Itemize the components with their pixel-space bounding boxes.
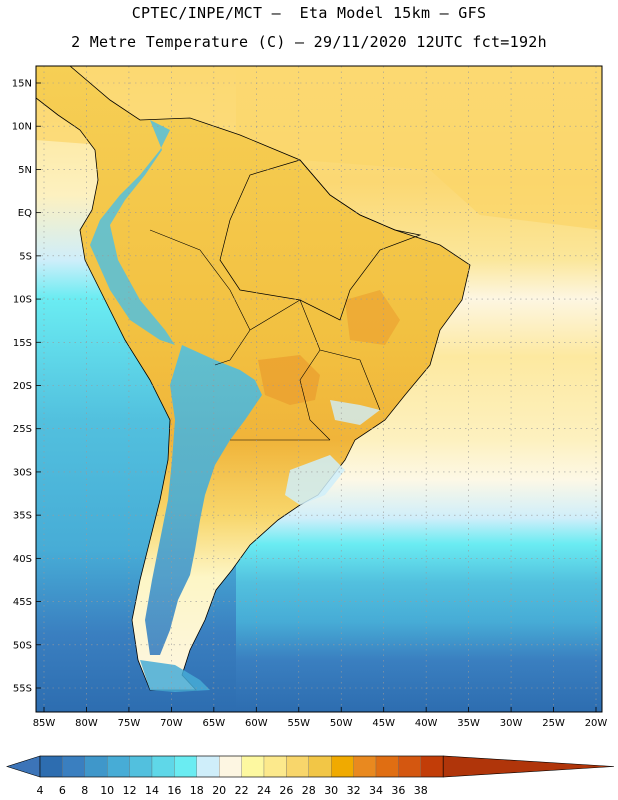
- colorbar-label: 4: [37, 784, 44, 797]
- lon-tick-label: 85W: [33, 718, 56, 729]
- tierra-del-fuego: [140, 660, 210, 692]
- longitude-labels: 85W 80W 75W 70W 65W 60W 55W 50W 45W 40W 35W 30W 25W 2…: [33, 707, 608, 729]
- colorbar-swatch: [331, 755, 354, 778]
- border-lines-2: [149, 229, 381, 441]
- lon-tick-label: 20W: [585, 718, 608, 729]
- colorbar-swatch: [62, 755, 85, 778]
- lon-tick-label: 30W: [500, 718, 523, 729]
- colorbar-label: 28: [302, 784, 316, 797]
- lon-tick-label: 65W: [203, 718, 226, 729]
- lon-tick-label: 80W: [75, 718, 98, 729]
- lat-tick-label: 35S: [13, 511, 32, 522]
- colorbar-label: 26: [279, 784, 293, 797]
- colorbar-label: 20: [212, 784, 226, 797]
- lon-tick-label: 60W: [245, 718, 268, 729]
- border-lines: [219, 159, 422, 321]
- colorbar-swatch: [263, 755, 287, 778]
- lon-tick-label: 40W: [415, 718, 438, 729]
- colorbar-under-arrow: [6, 755, 41, 778]
- colorbar-label: 12: [123, 784, 137, 797]
- colorbar-swatch: [420, 755, 444, 778]
- tropical-warm-band: [36, 66, 602, 230]
- cool-coastal-region: [285, 455, 345, 505]
- lat-tick-label: 45S: [13, 597, 32, 608]
- colorbar-swatch: [107, 755, 130, 778]
- colorbar-swatch: [129, 755, 153, 778]
- colorbar-frame: [39, 755, 444, 778]
- lat-tick-label: 15S: [13, 338, 32, 349]
- colorbar-label: 18: [190, 784, 204, 797]
- lon-tick-label: 75W: [118, 718, 141, 729]
- colorbar-over-arrow: [442, 755, 615, 778]
- colorbar-swatch: [196, 755, 220, 778]
- colorbar-label: 14: [145, 784, 159, 797]
- lon-tick-label: 45W: [372, 718, 395, 729]
- lon-tick-label: 35W: [457, 718, 480, 729]
- colorbar-label: 6: [59, 784, 66, 797]
- colorbar-label: 30: [324, 784, 338, 797]
- colorbar-swatch: [84, 755, 108, 778]
- latitude-labels: 15N 10N 5N EQ 5S 10S 15S 20S 25S 30S 35S 40S 45S 50S 5…: [12, 79, 41, 695]
- map-title-line1: CPTEC/INPE/MCT – Eta Model 15km – GFS: [131, 4, 487, 22]
- colorbar-swatch: [375, 755, 399, 778]
- warm-core-region-2: [345, 290, 400, 345]
- lat-tick-label: 50S: [13, 640, 32, 651]
- colorbar-label: 8: [81, 784, 88, 797]
- lon-tick-label: 70W: [160, 718, 183, 729]
- lat-tick-label: EQ: [18, 208, 32, 219]
- plot-frame: [35, 65, 603, 713]
- colorbar-swatch: [219, 755, 242, 778]
- map-title-line2: 2 Metre Temperature (C) – 29/11/2020 12U…: [71, 33, 547, 51]
- colorbar-label: 34: [369, 784, 383, 797]
- lon-tick-label: 55W: [287, 718, 310, 729]
- lat-tick-label: 55S: [13, 684, 32, 695]
- lon-tick-label: 25W: [542, 718, 565, 729]
- colorbar-swatch: [286, 755, 309, 778]
- colorbar-swatch: [39, 755, 63, 778]
- colorbar-swatch: [151, 755, 175, 778]
- lat-tick-label: 5S: [19, 251, 32, 262]
- colorbar-label: 38: [414, 784, 428, 797]
- cool-coastal-region-2: [330, 400, 380, 425]
- lat-tick-label: 20S: [13, 381, 32, 392]
- lat-tick-label: 25S: [13, 424, 32, 435]
- lat-tick-label: 10S: [13, 295, 32, 306]
- northern-andes-band: [90, 120, 175, 345]
- colorbar-label: 32: [347, 784, 361, 797]
- colorbar-label: 24: [257, 784, 271, 797]
- colorbar-swatch: [308, 755, 332, 778]
- warm-core-region: [258, 355, 320, 405]
- colorbar-swatch: [241, 755, 265, 778]
- lon-tick-label: 50W: [330, 718, 353, 729]
- colorbar-label: 10: [100, 784, 114, 797]
- lat-tick-label: 40S: [13, 554, 32, 565]
- lat-tick-label: 5N: [18, 165, 32, 176]
- graticule: [36, 66, 602, 712]
- colorbar-label: 22: [235, 784, 249, 797]
- lat-tick-label: 15N: [12, 79, 32, 90]
- colorbar-swatch: [174, 755, 197, 778]
- colorbar-swatch: [398, 755, 421, 778]
- lat-tick-label: 10N: [12, 122, 32, 133]
- colorbar-swatch: [353, 755, 377, 778]
- andes-cold-band: [145, 345, 262, 655]
- colorbar-label: 16: [167, 784, 181, 797]
- lat-tick-label: 30S: [13, 467, 32, 478]
- colorbar: 4 6 8 10 12 14 16 18 20 22 24 26 28 30 32 34 36 38: [6, 755, 615, 797]
- colorbar-label: 36: [391, 784, 405, 797]
